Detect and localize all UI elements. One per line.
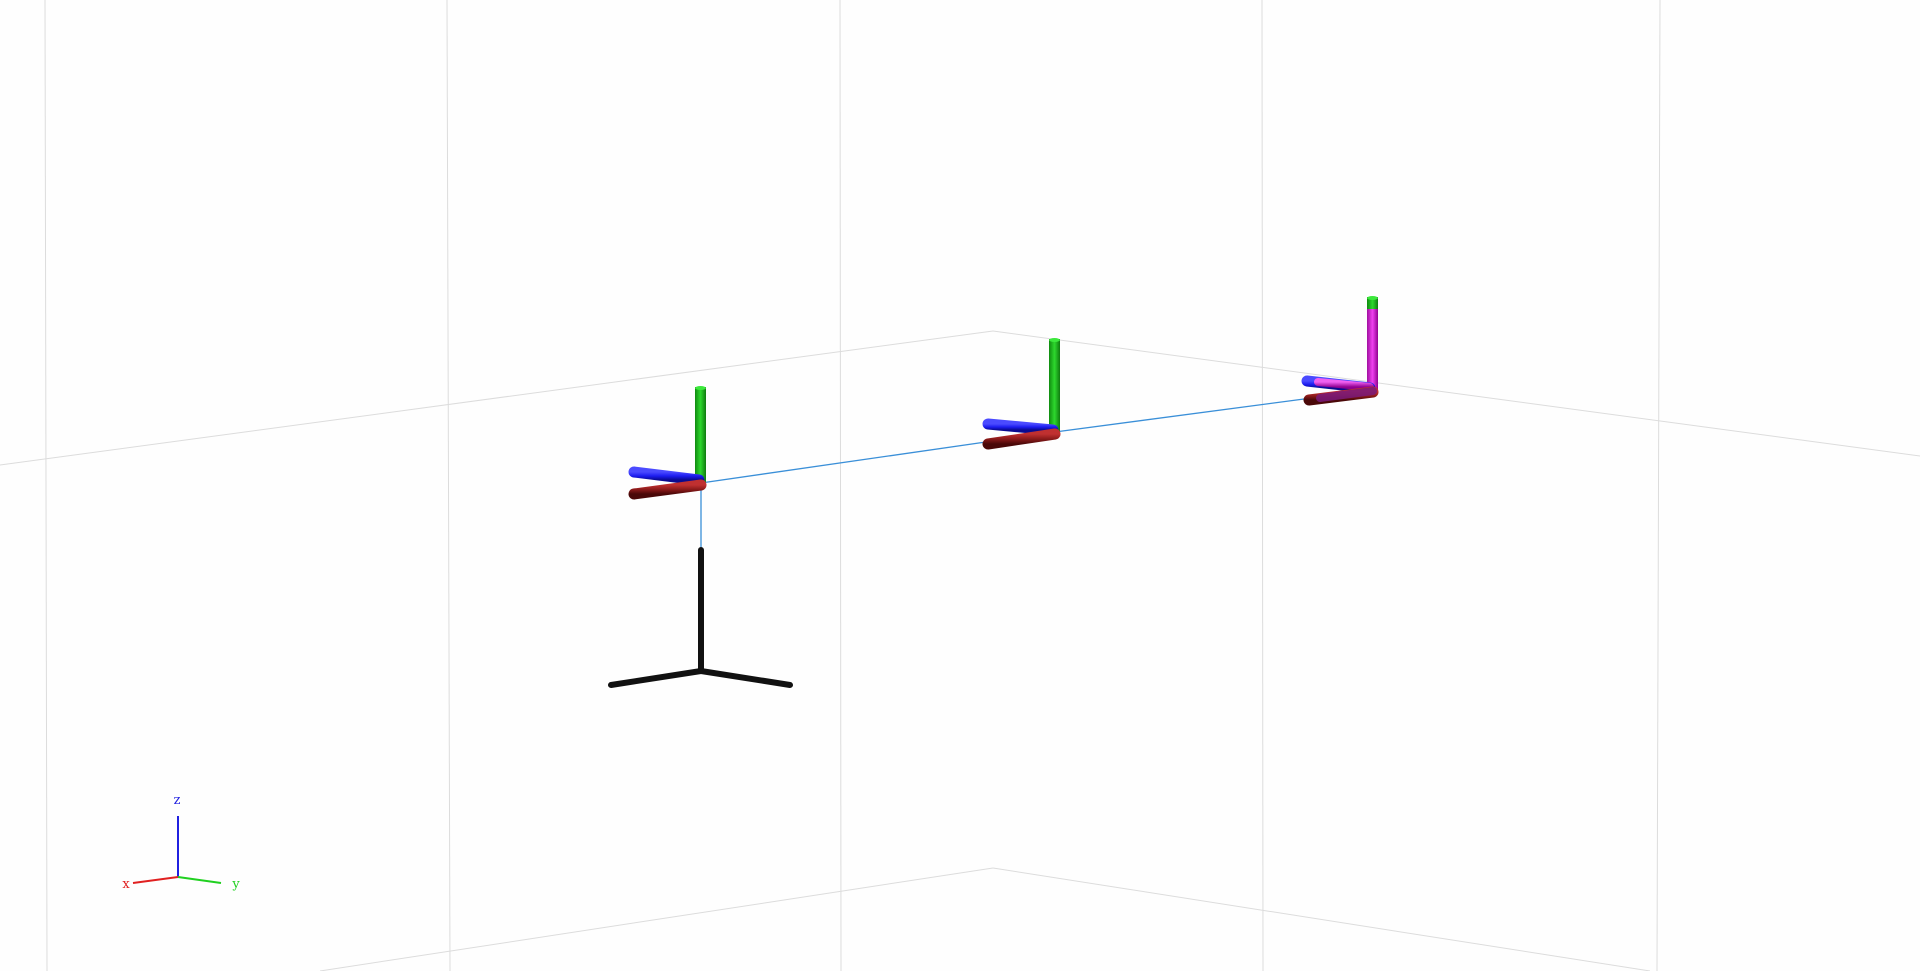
frame-z-axis [982, 418, 1059, 436]
frame-end-effector[interactable] [1301, 296, 1379, 406]
frame-y-axis-cap [1367, 296, 1378, 300]
frame-y-axis [1367, 297, 1378, 311]
frame-highlight-z [1314, 378, 1374, 391]
grid-line [1261, 0, 1264, 971]
grid-line [0, 330, 994, 466]
grid-line [446, 0, 451, 971]
frame-x-axis [982, 428, 1061, 450]
grid-line [992, 330, 1920, 457]
gizmo-x-axis [132, 876, 179, 884]
frame-y-axis-cap [695, 386, 706, 390]
frame-highlight-x [1316, 387, 1377, 402]
gizmo-z-label: z [174, 793, 181, 808]
grid-line [839, 0, 842, 971]
grid-line [1656, 0, 1661, 971]
world-origin-frame[interactable] [608, 547, 793, 688]
frame-base-link[interactable] [628, 386, 707, 500]
grid-line [992, 867, 1651, 971]
world-y-axis [698, 668, 793, 688]
frame-x-axis [628, 479, 707, 500]
frame-joint-2[interactable] [982, 338, 1061, 450]
grid-line [319, 867, 994, 971]
orientation-gizmo: z x y [122, 793, 240, 892]
grid-line [44, 0, 48, 971]
kinematic-chain [700, 389, 1373, 548]
frame-z-axis [628, 466, 705, 486]
gizmo-y-axis [177, 876, 222, 884]
frame-y-axis [695, 387, 706, 483]
gizmo-y-label: y [231, 877, 240, 892]
frame-y-axis-cap [1049, 338, 1060, 342]
world-x-axis [608, 668, 704, 688]
frame-y-axis [1049, 339, 1060, 432]
gizmo-x-label: x [122, 877, 130, 892]
frame-highlight-vertical [1367, 309, 1378, 391]
